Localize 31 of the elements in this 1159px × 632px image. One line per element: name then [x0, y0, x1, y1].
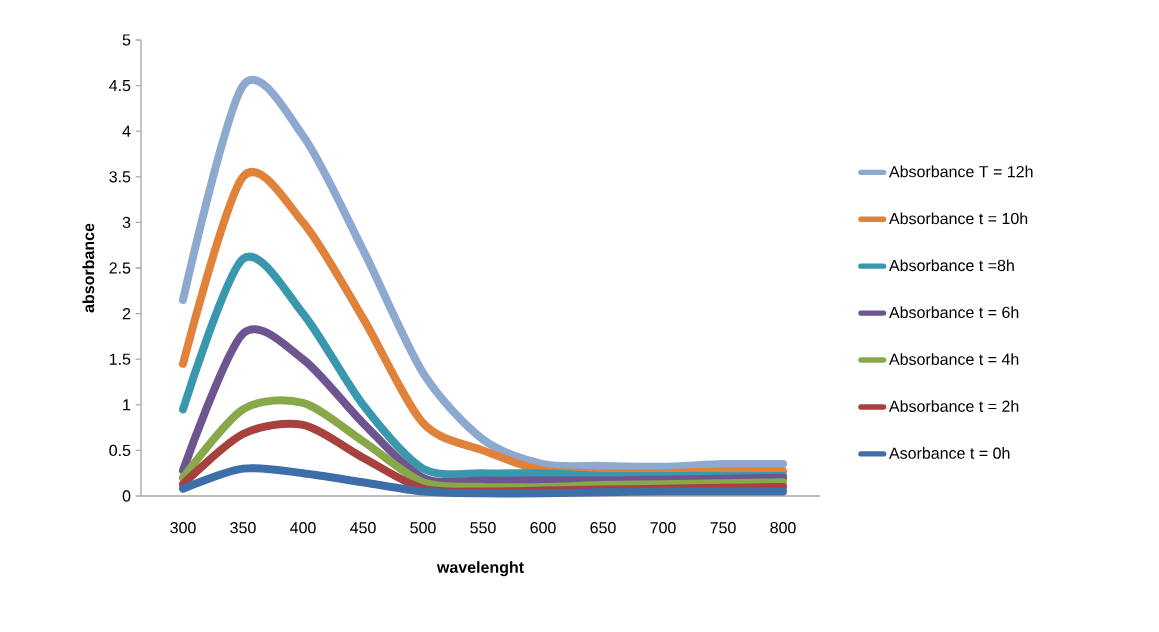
x-tick-label: 350	[230, 522, 256, 534]
x-tick-label: 650	[590, 522, 616, 534]
y-tick-label: 5	[122, 34, 131, 46]
y-tick-label: 0	[122, 490, 131, 502]
legend-label: Absorbance t = 2h	[889, 400, 1019, 412]
x-axis-title: wavelenght	[436, 561, 524, 577]
x-tick-label: 400	[290, 522, 316, 534]
y-axis-title: absorbance	[82, 223, 95, 313]
x-tick-label: 300	[170, 522, 196, 534]
legend-label: Absorbance t = 6h	[889, 306, 1019, 319]
x-tick-label: 450	[350, 522, 376, 534]
y-tick-label: 4.5	[109, 80, 131, 92]
x-tick-label: 600	[530, 522, 556, 534]
x-tick-label: 800	[770, 522, 796, 534]
y-tick-label: 1	[123, 399, 131, 411]
legend-label: Absorbance T = 12h	[889, 165, 1033, 178]
y-tick-label: 0.5	[109, 444, 131, 457]
x-tick-label: 700	[650, 522, 676, 534]
x-tick-label: 550	[470, 522, 496, 534]
x-tick-label: 750	[710, 522, 736, 534]
legend-label: Absorbance t = 10h	[889, 212, 1028, 225]
y-tick-label: 3.5	[109, 171, 131, 183]
y-tick-label: 2	[122, 308, 131, 320]
y-tick-label: 1.5	[109, 353, 131, 365]
legend-label: Absorbance t = 4h	[889, 353, 1019, 365]
legend-label: Absorbance t =8h	[889, 259, 1014, 272]
y-tick-label: 4	[122, 125, 131, 137]
y-tick-label: 2.5	[109, 262, 131, 274]
x-tick-label: 500	[410, 522, 436, 534]
y-tick-label: 3	[122, 216, 131, 229]
legend-label: Asorbance t = 0h	[889, 447, 1010, 459]
